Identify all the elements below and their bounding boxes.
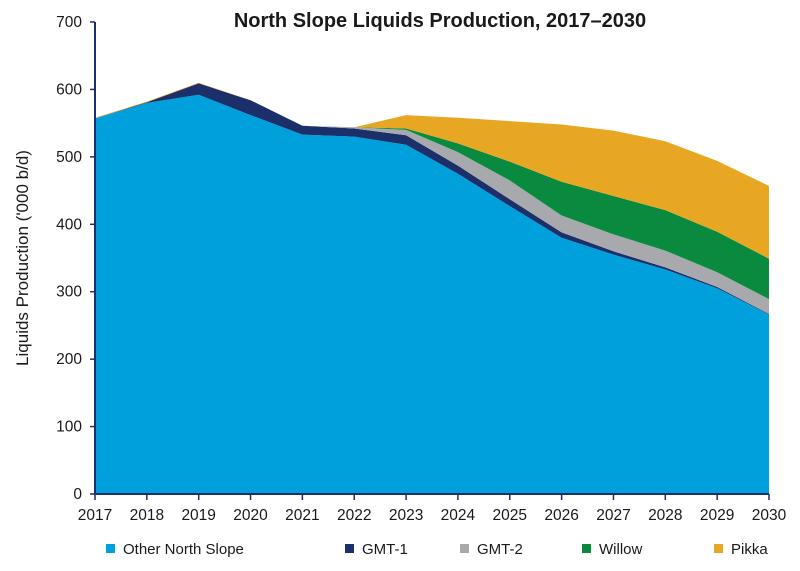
- x-tick-label: 2030: [752, 507, 787, 524]
- y-tick-label: 0: [73, 486, 82, 503]
- x-tick-label: 2017: [78, 507, 112, 524]
- x-tick-label: 2028: [648, 507, 682, 524]
- legend-label: Other North Slope: [123, 541, 244, 558]
- chart-title: North Slope Liquids Production, 2017–203…: [234, 10, 646, 32]
- axes: [90, 21, 770, 500]
- y-tick-label: 200: [56, 351, 82, 368]
- x-tick-label: 2029: [700, 507, 734, 524]
- x-tick-label: 2024: [441, 507, 476, 524]
- legend-swatch: [460, 544, 469, 553]
- legend-item-gmt-1: GMT-1: [345, 541, 408, 558]
- y-tick-labels: 0 100 200 300 400 500 600 700: [56, 14, 82, 503]
- legend-swatch: [714, 544, 723, 553]
- y-tick-label: 500: [56, 149, 82, 166]
- legend-label: Pikka: [731, 541, 768, 558]
- x-tick-label: 2023: [389, 507, 423, 524]
- x-tick-label: 2027: [596, 507, 630, 524]
- area-other-north-slope: [95, 94, 769, 495]
- x-tick-labels: 2017 2018 2019 2020 2021 2022 2023 2024 2025 2026…: [78, 507, 787, 524]
- x-tick-label: 2020: [233, 507, 268, 524]
- legend: Other North Slope GMT-1 GMT-2 Willow Pikka: [106, 541, 768, 558]
- x-tick-label: 2021: [285, 507, 319, 524]
- x-tick-label: 2018: [130, 507, 164, 524]
- legend-item-pikka: Pikka: [714, 541, 768, 558]
- x-tick-label: 2025: [493, 507, 527, 524]
- legend-label: GMT-1: [362, 541, 408, 558]
- y-tick-label: 300: [56, 284, 82, 301]
- x-tick-label: 2019: [181, 507, 215, 524]
- y-tick-label: 100: [56, 419, 82, 436]
- x-tick-label: 2026: [544, 507, 578, 524]
- legend-swatch: [106, 544, 115, 553]
- legend-item-gmt-2: GMT-2: [460, 541, 523, 558]
- y-tick-label: 600: [56, 81, 82, 98]
- legend-swatch: [345, 544, 354, 553]
- legend-item-willow: Willow: [582, 541, 642, 558]
- legend-item-other-north-slope: Other North Slope: [106, 541, 244, 558]
- area-pikka: [95, 82, 769, 259]
- legend-label: GMT-2: [477, 541, 523, 558]
- y-tick-label: 700: [56, 14, 82, 31]
- y-tick-label: 400: [56, 216, 82, 233]
- y-axis-label: Liquids Production ('000 b/d): [13, 150, 32, 366]
- legend-label: Willow: [599, 541, 642, 558]
- legend-swatch: [582, 544, 591, 553]
- area-layers: [95, 82, 769, 495]
- x-tick-label: 2022: [337, 507, 371, 524]
